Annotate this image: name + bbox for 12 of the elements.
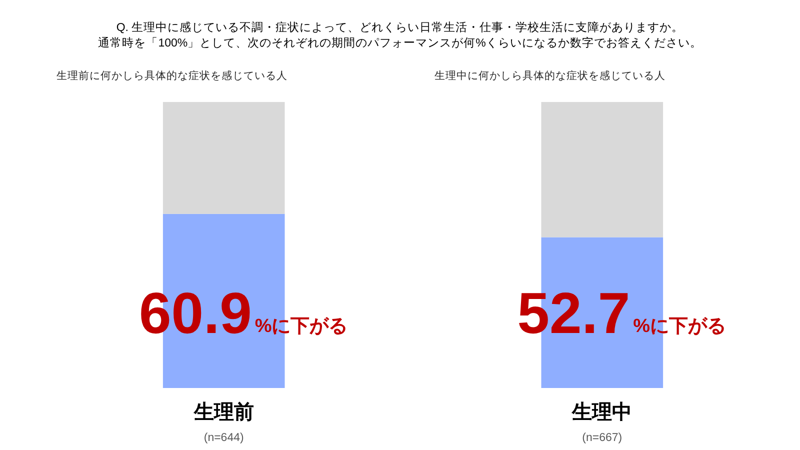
data-label: 60.9 [138, 281, 252, 346]
annotation: %に下がる [254, 316, 348, 337]
annotation: %に下がる [633, 316, 726, 337]
chart-subtitle: 通常時を「100%」として、次のそれぞれの期間のパフォーマンスが何%くらいになるか数字でお答えください。 [98, 36, 702, 50]
text: 生理前に何かしら具体的な症状を感じている人 [56, 69, 288, 82]
text: (n=667) [582, 432, 622, 444]
x-tick-label: 生理前 [192, 402, 254, 424]
text: 生理中に何かしら具体的な症状を感じている人 [434, 69, 666, 82]
data-label: 52.7 [517, 281, 630, 346]
text: (n=644) [204, 432, 244, 444]
chart-title: Q. 生理中に感じている不調・症状によって、どれくらい日常生活・仕事・学校生活に支障がありますか。 [116, 20, 684, 34]
x-tick-label: 生理中 [571, 402, 632, 424]
